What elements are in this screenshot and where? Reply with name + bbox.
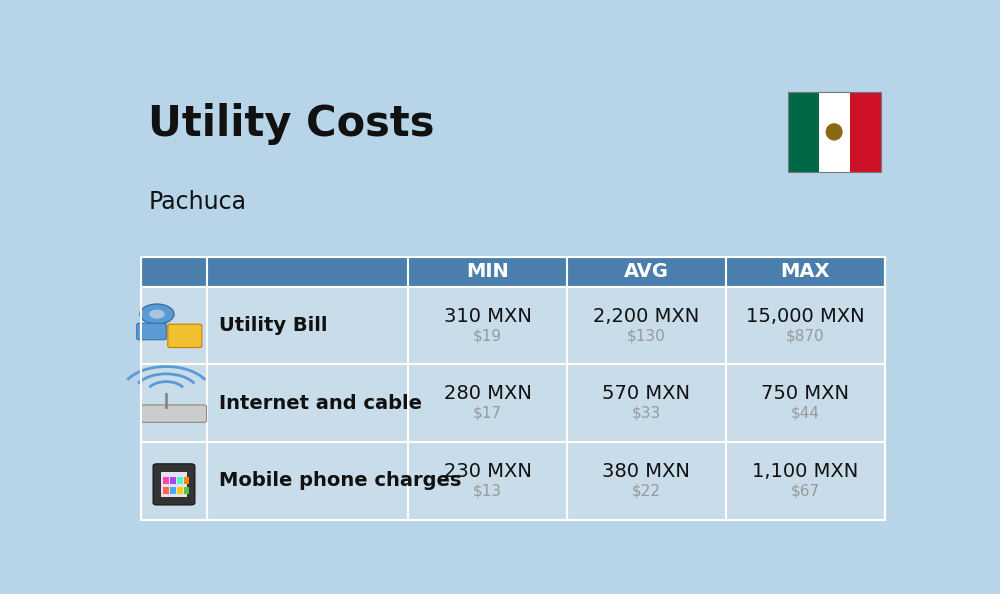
Text: Utility Bill: Utility Bill <box>219 316 328 335</box>
Circle shape <box>140 304 174 324</box>
Text: 380 MXN: 380 MXN <box>602 462 690 481</box>
Text: Utility Costs: Utility Costs <box>148 103 435 146</box>
Bar <box>850 92 881 172</box>
Bar <box>177 477 183 484</box>
FancyBboxPatch shape <box>141 405 207 422</box>
Bar <box>140 442 885 520</box>
Circle shape <box>149 309 165 319</box>
FancyBboxPatch shape <box>153 464 195 505</box>
Text: 230 MXN: 230 MXN <box>444 462 532 481</box>
Text: 280 MXN: 280 MXN <box>444 384 532 403</box>
Bar <box>788 92 881 172</box>
Text: $44: $44 <box>791 406 820 421</box>
Text: $870: $870 <box>786 328 824 343</box>
Text: Internet and cable: Internet and cable <box>219 394 422 413</box>
Bar <box>140 364 885 442</box>
Text: $13: $13 <box>473 484 502 498</box>
Text: 570 MXN: 570 MXN <box>602 384 690 403</box>
Text: 310 MXN: 310 MXN <box>444 307 532 326</box>
Bar <box>170 477 176 484</box>
Text: 2,200 MXN: 2,200 MXN <box>593 307 700 326</box>
Bar <box>184 477 189 484</box>
Text: $22: $22 <box>632 484 661 498</box>
Text: $130: $130 <box>627 328 666 343</box>
Bar <box>140 287 885 364</box>
FancyBboxPatch shape <box>137 323 166 340</box>
Bar <box>177 487 183 494</box>
Bar <box>161 472 187 497</box>
Bar <box>819 92 850 172</box>
Text: Pachuca: Pachuca <box>148 190 246 214</box>
Bar <box>140 257 885 287</box>
Bar <box>184 487 189 494</box>
Text: MIN: MIN <box>466 262 509 281</box>
Bar <box>788 92 819 172</box>
Text: $19: $19 <box>473 328 502 343</box>
Bar <box>163 487 169 494</box>
Bar <box>163 477 169 484</box>
Bar <box>170 487 176 494</box>
Text: $17: $17 <box>473 406 502 421</box>
Text: $67: $67 <box>791 484 820 498</box>
FancyBboxPatch shape <box>168 324 202 347</box>
Text: $33: $33 <box>632 406 661 421</box>
Ellipse shape <box>826 123 843 141</box>
Text: 15,000 MXN: 15,000 MXN <box>746 307 864 326</box>
Text: 750 MXN: 750 MXN <box>761 384 849 403</box>
Text: Mobile phone charges: Mobile phone charges <box>219 471 461 490</box>
Text: 1,100 MXN: 1,100 MXN <box>752 462 858 481</box>
Bar <box>140 257 885 520</box>
Text: MAX: MAX <box>780 262 830 281</box>
Text: AVG: AVG <box>624 262 669 281</box>
